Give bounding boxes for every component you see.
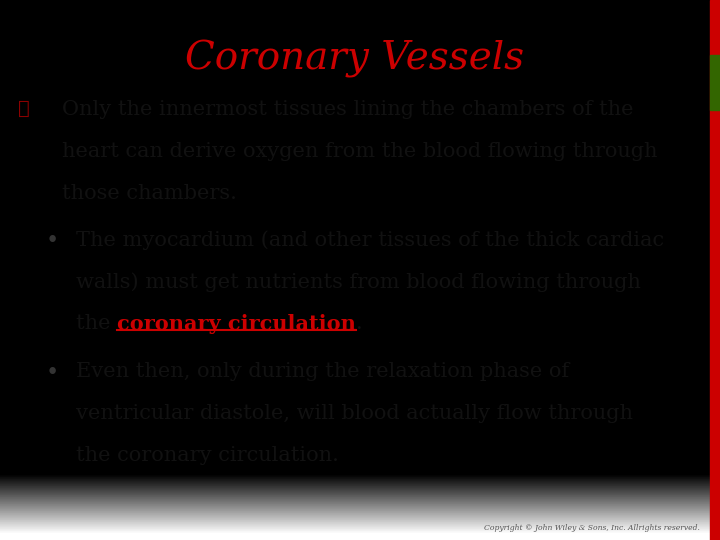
Text: the: the [76,314,117,333]
Text: The myocardium (and other tissues of the thick cardiac: The myocardium (and other tissues of the… [76,230,664,249]
Bar [710,0,720,540]
Text: Copyright © John Wiley & Sons, Inc. Allrights reserved.: Copyright © John Wiley & Sons, Inc. Allr… [484,524,700,532]
Text: the coronary circulation.: the coronary circulation. [76,446,339,465]
Text: •: • [46,362,59,384]
Text: coronary circulation: coronary circulation [117,314,356,334]
Bar [710,55,720,110]
Text: Coronary Vessels: Coronary Vessels [186,40,525,78]
Text: Even then, only during the relaxation phase of: Even then, only during the relaxation ph… [76,362,569,381]
Text: Only the innermost tissues lining the chambers of the: Only the innermost tissues lining the ch… [62,100,634,119]
Text: heart can derive oxygen from the blood flowing through: heart can derive oxygen from the blood f… [62,142,657,161]
Text: ❖: ❖ [18,100,30,118]
Text: walls) must get nutrients from blood flowing through: walls) must get nutrients from blood flo… [76,272,641,292]
Text: ventricular diastole, will blood actually flow through: ventricular diastole, will blood actuall… [76,404,633,423]
Text: •: • [46,230,59,252]
Text: .: . [356,314,363,333]
Text: those chambers.: those chambers. [62,184,237,203]
